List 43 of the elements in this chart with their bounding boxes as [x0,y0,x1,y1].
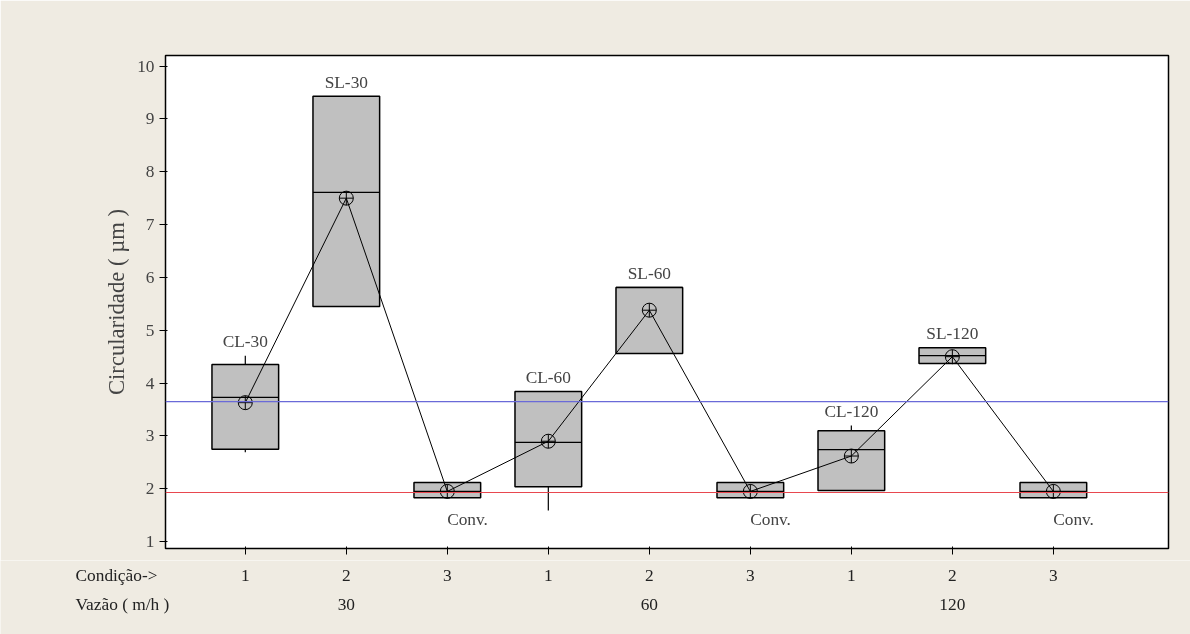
annotation: CL-60 [525,368,571,388]
y-tick-label: 10 [137,56,155,76]
x-tick-label: 1 [847,566,856,585]
y-tick-label: 6 [145,267,155,287]
text: 120 [939,595,966,614]
point [843,448,859,464]
annotation: SL-30 [324,72,368,92]
y-tick-label: 3 [145,426,155,446]
y-tick-label: 2 [145,479,155,499]
y-tick-label: 1 [145,532,155,552]
x-tick-label: 3 [746,566,755,585]
point [439,483,455,499]
point [944,349,960,365]
y-tick-label: 4 [145,373,155,393]
y-tick-label: 7 [145,215,155,235]
text: 30 [337,595,355,614]
y-tick-label: 9 [145,109,155,129]
x-axis-title: Condição-> [75,566,158,585]
x-tick-label: 1 [240,566,250,585]
x2-axis-title: Vazão ( m/h ) [75,595,170,614]
point [742,483,758,499]
x-tick-label: 2 [644,566,654,585]
text: 60 [640,595,658,614]
x-tick-label: 3 [442,566,452,585]
point [540,433,556,449]
point [1045,483,1061,499]
y-tick-label: 5 [145,320,155,340]
point [641,302,657,318]
annotation: Conv. [750,510,791,530]
x-tick-label: 2 [341,566,351,585]
annotation: CL-30 [222,332,268,352]
annotation: Conv. [1053,510,1094,530]
x-tick-label: 2 [948,566,957,585]
y-tick-label: 8 [145,162,155,182]
x-tick-label: 3 [1049,566,1058,585]
point [237,395,253,411]
y-axis-title: Circularidade ( µm ) [104,208,130,396]
annotation: Conv. [447,510,488,530]
annotation: SL-120 [926,324,979,344]
point [338,190,354,206]
annotation: CL-120 [824,401,879,421]
annotation: SL-60 [627,263,671,283]
x-tick-label: 1 [543,566,553,585]
